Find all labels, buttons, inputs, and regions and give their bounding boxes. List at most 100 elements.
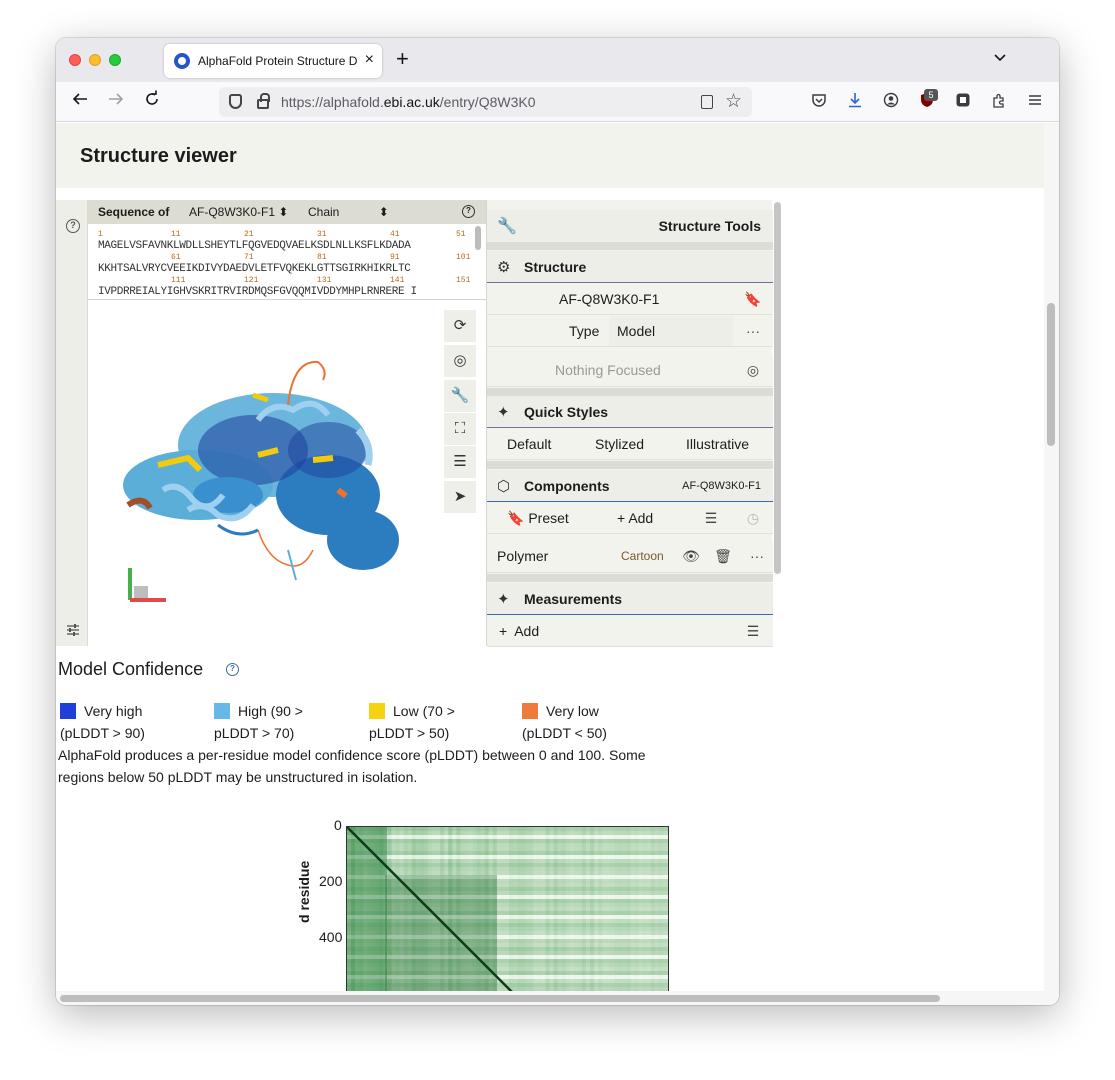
- account-icon[interactable]: [881, 92, 901, 112]
- preset-button[interactable]: 🔖 Preset: [507, 510, 569, 526]
- sliders-icon[interactable]: [66, 623, 80, 640]
- page-vertical-scrollbar[interactable]: [1044, 123, 1059, 991]
- sequence-residues[interactable]: MAGELVSFAVNKLWDLLSHEYTLFQGVEDQVAELKSDLNL…: [98, 240, 411, 252]
- pae-heatmap-plot[interactable]: [347, 827, 669, 991]
- legend-very-low: Very low (pLDDT < 50): [522, 700, 672, 744]
- chain-select[interactable]: Chain ⬍: [308, 205, 389, 219]
- sequence-numbers: 61 71 81 91 101: [171, 253, 471, 262]
- pae-column-band: [355, 827, 360, 991]
- reset-camera-icon[interactable]: ⟳: [444, 310, 476, 342]
- visibility-eye-icon[interactable]: 👁: [682, 548, 700, 564]
- downloads-icon[interactable]: [845, 92, 865, 112]
- add-component-button[interactable]: + Add: [617, 510, 654, 526]
- pae-column-band: [432, 827, 437, 991]
- more-options-icon[interactable]: ···: [746, 323, 760, 339]
- structure-section-header[interactable]: ⚙ Structure: [487, 251, 773, 283]
- page-horizontal-scrollbar[interactable]: [56, 991, 1059, 1005]
- pae-column-band: [658, 827, 663, 991]
- url-bar[interactable]: https://alphafold.ebi.ac.uk/entry/Q8W3K0…: [219, 87, 752, 117]
- pae-column-band: [347, 827, 352, 991]
- focus-target-icon[interactable]: ◎: [746, 362, 760, 378]
- panel-separator: [487, 242, 773, 250]
- pocket-icon[interactable]: [809, 92, 829, 112]
- polymer-representation[interactable]: Cartoon: [621, 549, 664, 563]
- reader-view-icon[interactable]: [701, 95, 713, 109]
- pae-column-band: [650, 827, 655, 991]
- type-select[interactable]: Model: [609, 316, 733, 346]
- sequence-help-icon[interactable]: ?: [462, 205, 475, 218]
- measurements-header[interactable]: ✦ Measurements: [487, 583, 773, 615]
- pae-heatmap[interactable]: [346, 826, 669, 991]
- add-measurement-button[interactable]: + Add: [499, 623, 540, 639]
- quick-styles-header[interactable]: ✦ Quick Styles: [487, 396, 773, 428]
- pae-column-band: [585, 827, 590, 991]
- pae-row-band: [347, 927, 668, 931]
- style-illustrative-button[interactable]: Illustrative: [686, 436, 750, 452]
- tab-close-icon[interactable]: ×: [364, 51, 374, 68]
- sequence-residues[interactable]: KKHTSALVRYCVEEIKDIVYDAEDVLETFVQKEKLGTTSG…: [98, 263, 411, 275]
- lock-icon[interactable]: [257, 93, 270, 109]
- help-icon[interactable]: ?: [66, 219, 80, 233]
- structure-tools-title: Structure Tools: [658, 218, 761, 234]
- style-default-button[interactable]: Default: [507, 436, 552, 452]
- structure-model-name[interactable]: AF-Q8W3K0-F1: [559, 291, 660, 307]
- entity-select[interactable]: AF-Q8W3K0-F1 ⬍: [189, 205, 289, 219]
- scroll-thumb[interactable]: [1047, 303, 1055, 446]
- structure-viewer-header: Structure viewer: [56, 123, 1044, 188]
- pae-column-band: [359, 827, 364, 991]
- sequence-residues[interactable]: IVPDRREIALYIGHVSKRITRVIRDMQSFGVQQMIVDDYM…: [98, 286, 417, 298]
- polymer-label[interactable]: Polymer: [497, 548, 549, 564]
- forward-arrow-icon[interactable]: [104, 90, 128, 113]
- close-window-button[interactable]: [69, 54, 81, 66]
- pae-column-band: [476, 827, 481, 991]
- pae-row-band: [347, 895, 668, 899]
- settings-sliders-icon[interactable]: ☰: [444, 446, 476, 478]
- extensions-icon[interactable]: [989, 92, 1009, 112]
- protein-cartoon-render[interactable]: [88, 300, 428, 640]
- reload-icon[interactable]: [140, 90, 164, 113]
- back-arrow-icon[interactable]: [68, 90, 92, 113]
- delete-trash-icon[interactable]: 🗑: [714, 548, 732, 564]
- polymer-row[interactable]: Polymer Cartoon 👁 🗑 ···: [487, 541, 773, 573]
- extension-puzzle-box-icon[interactable]: [953, 92, 973, 112]
- screenshot-aperture-icon[interactable]: ◎: [444, 345, 476, 377]
- tools-wrench-icon[interactable]: 🔧: [444, 380, 476, 412]
- measurement-options-sliders-icon[interactable]: ☰: [746, 623, 760, 639]
- pae-column-band: [464, 827, 469, 991]
- pae-row-band: [347, 947, 668, 951]
- quick-styles-title: Quick Styles: [524, 404, 609, 420]
- structure-model-row[interactable]: AF-Q8W3K0-F1 🔖: [487, 284, 773, 315]
- structure-tools-panel: 🔧 Structure Tools ⚙ Structure AF-Q8W3K0-…: [486, 200, 773, 647]
- shield-icon[interactable]: [229, 94, 242, 109]
- pae-row-band: [347, 975, 668, 979]
- tab-list-chevron-icon[interactable]: [993, 50, 1007, 66]
- tools-panel-scrollbar[interactable]: [774, 202, 781, 574]
- pae-column-band: [662, 827, 667, 991]
- sequence-scrollbar[interactable]: [475, 226, 481, 250]
- style-stylized-button[interactable]: Stylized: [595, 436, 645, 452]
- confidence-description: AlphaFold produces a per-residue model c…: [58, 747, 646, 785]
- sequence-lines[interactable]: 1 11 21 31 41 51 MAGELVSFAVNKLWDLLSHEYTL…: [98, 230, 471, 299]
- minimize-window-button[interactable]: [89, 54, 101, 66]
- confidence-help-icon[interactable]: ?: [226, 663, 239, 676]
- structure-3d-canvas[interactable]: ⟳ ◎ 🔧 ⛶ ☰ ➤: [88, 300, 486, 646]
- components-header[interactable]: ⬡ Components AF-Q8W3K0-F1: [487, 470, 773, 502]
- menu-hamburger-icon[interactable]: [1025, 92, 1045, 112]
- browser-tab[interactable]: AlphaFold Protein Structure Dat ×: [164, 44, 382, 78]
- pae-column-band: [472, 827, 477, 991]
- component-options-sliders-icon[interactable]: ☰: [704, 510, 718, 526]
- pae-row-band: [347, 935, 668, 939]
- select-pointer-icon[interactable]: ➤: [444, 481, 476, 513]
- new-tab-button[interactable]: +: [396, 46, 409, 71]
- more-options-icon[interactable]: ···: [750, 548, 764, 564]
- pae-column-band: [602, 827, 607, 991]
- history-icon[interactable]: ◷: [746, 510, 760, 526]
- bookmark-star-icon[interactable]: ☆: [725, 91, 743, 112]
- bookmark-icon[interactable]: 🔖: [744, 291, 762, 307]
- pae-row-band: [347, 979, 668, 983]
- fullscreen-icon[interactable]: ⛶: [444, 413, 476, 445]
- zoom-window-button[interactable]: [109, 54, 121, 66]
- legend-label: pLDDT > 50): [369, 725, 450, 741]
- url-text[interactable]: https://alphafold.ebi.ac.uk/entry/Q8W3K0: [281, 94, 536, 110]
- scroll-thumb[interactable]: [60, 995, 940, 1002]
